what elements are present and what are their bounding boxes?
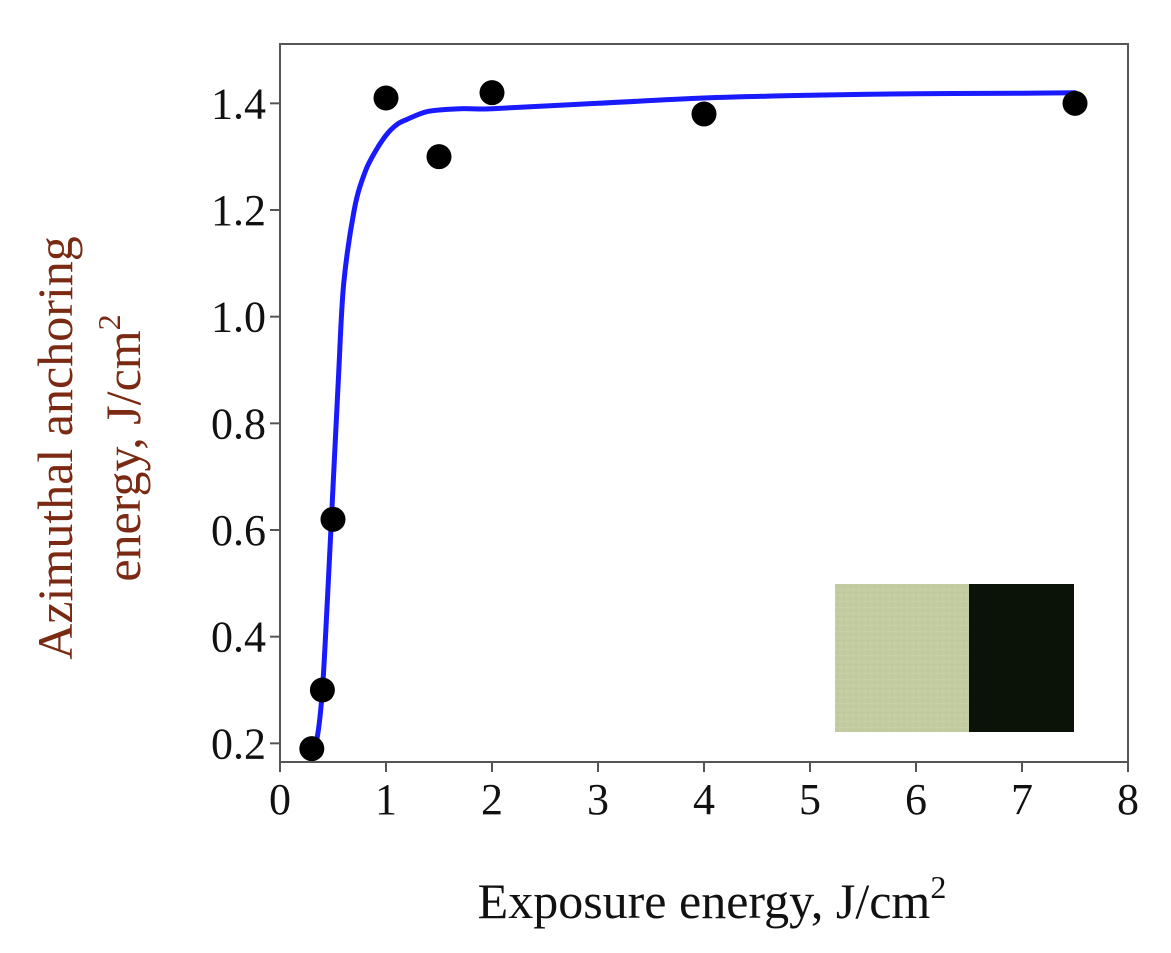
y-tick-label: 1.4 (211, 79, 266, 128)
y-axis-title-sup: 2 (91, 314, 127, 330)
inset-dark-region (969, 584, 1074, 732)
data-point (320, 506, 346, 532)
data-point (1062, 90, 1088, 116)
y-tick-label: 1.2 (211, 186, 266, 235)
x-axis-title-text: Exposure energy, J/cm (478, 873, 931, 929)
x-tick-label: 3 (587, 775, 609, 824)
data-point (691, 101, 717, 127)
y-tick-label: 0.2 (211, 719, 266, 768)
y-tick-label: 0.8 (211, 399, 266, 448)
inset-light-texture (835, 584, 971, 732)
x-tick-label: 6 (905, 775, 927, 824)
x-tick-label: 2 (481, 775, 503, 824)
fit-curve (309, 90, 1078, 752)
y-tick-label: 1.0 (211, 293, 266, 342)
y-tick-label: 0.6 (211, 506, 266, 555)
x-axis-title: Exposure energy, J/cm2 (478, 869, 947, 929)
data-point (309, 677, 335, 703)
x-tick-label: 5 (799, 775, 821, 824)
x-tick-label: 8 (1117, 775, 1139, 824)
x-tick-label: 0 (269, 775, 291, 824)
y-axis-title-line1: Azimuthal anchoring (27, 236, 83, 660)
fit-curve-layer (309, 90, 1078, 752)
y-axis-title-line2: energy, J/cm2 (91, 314, 151, 581)
axis-ticks: 0 1 2 3 4 5 6 7 8 0.2 0.4 0.6 0.8 1.0 1.2 1.4 (211, 79, 1139, 824)
data-point (373, 85, 399, 111)
x-tick-label: 4 (693, 775, 715, 824)
data-points (299, 80, 1088, 762)
data-point (479, 80, 505, 106)
x-tick-label: 1 (375, 775, 397, 824)
data-point (426, 144, 452, 170)
y-axis-title-line2-text: energy, J/cm (95, 330, 151, 581)
y-tick-label: 0.4 (211, 613, 266, 662)
inset-image (835, 584, 1074, 732)
x-axis-title-sup: 2 (930, 869, 946, 905)
x-tick-label: 7 (1011, 775, 1033, 824)
data-point (299, 736, 325, 762)
y-axis-title: Azimuthal anchoring energy, J/cm2 (27, 236, 151, 660)
